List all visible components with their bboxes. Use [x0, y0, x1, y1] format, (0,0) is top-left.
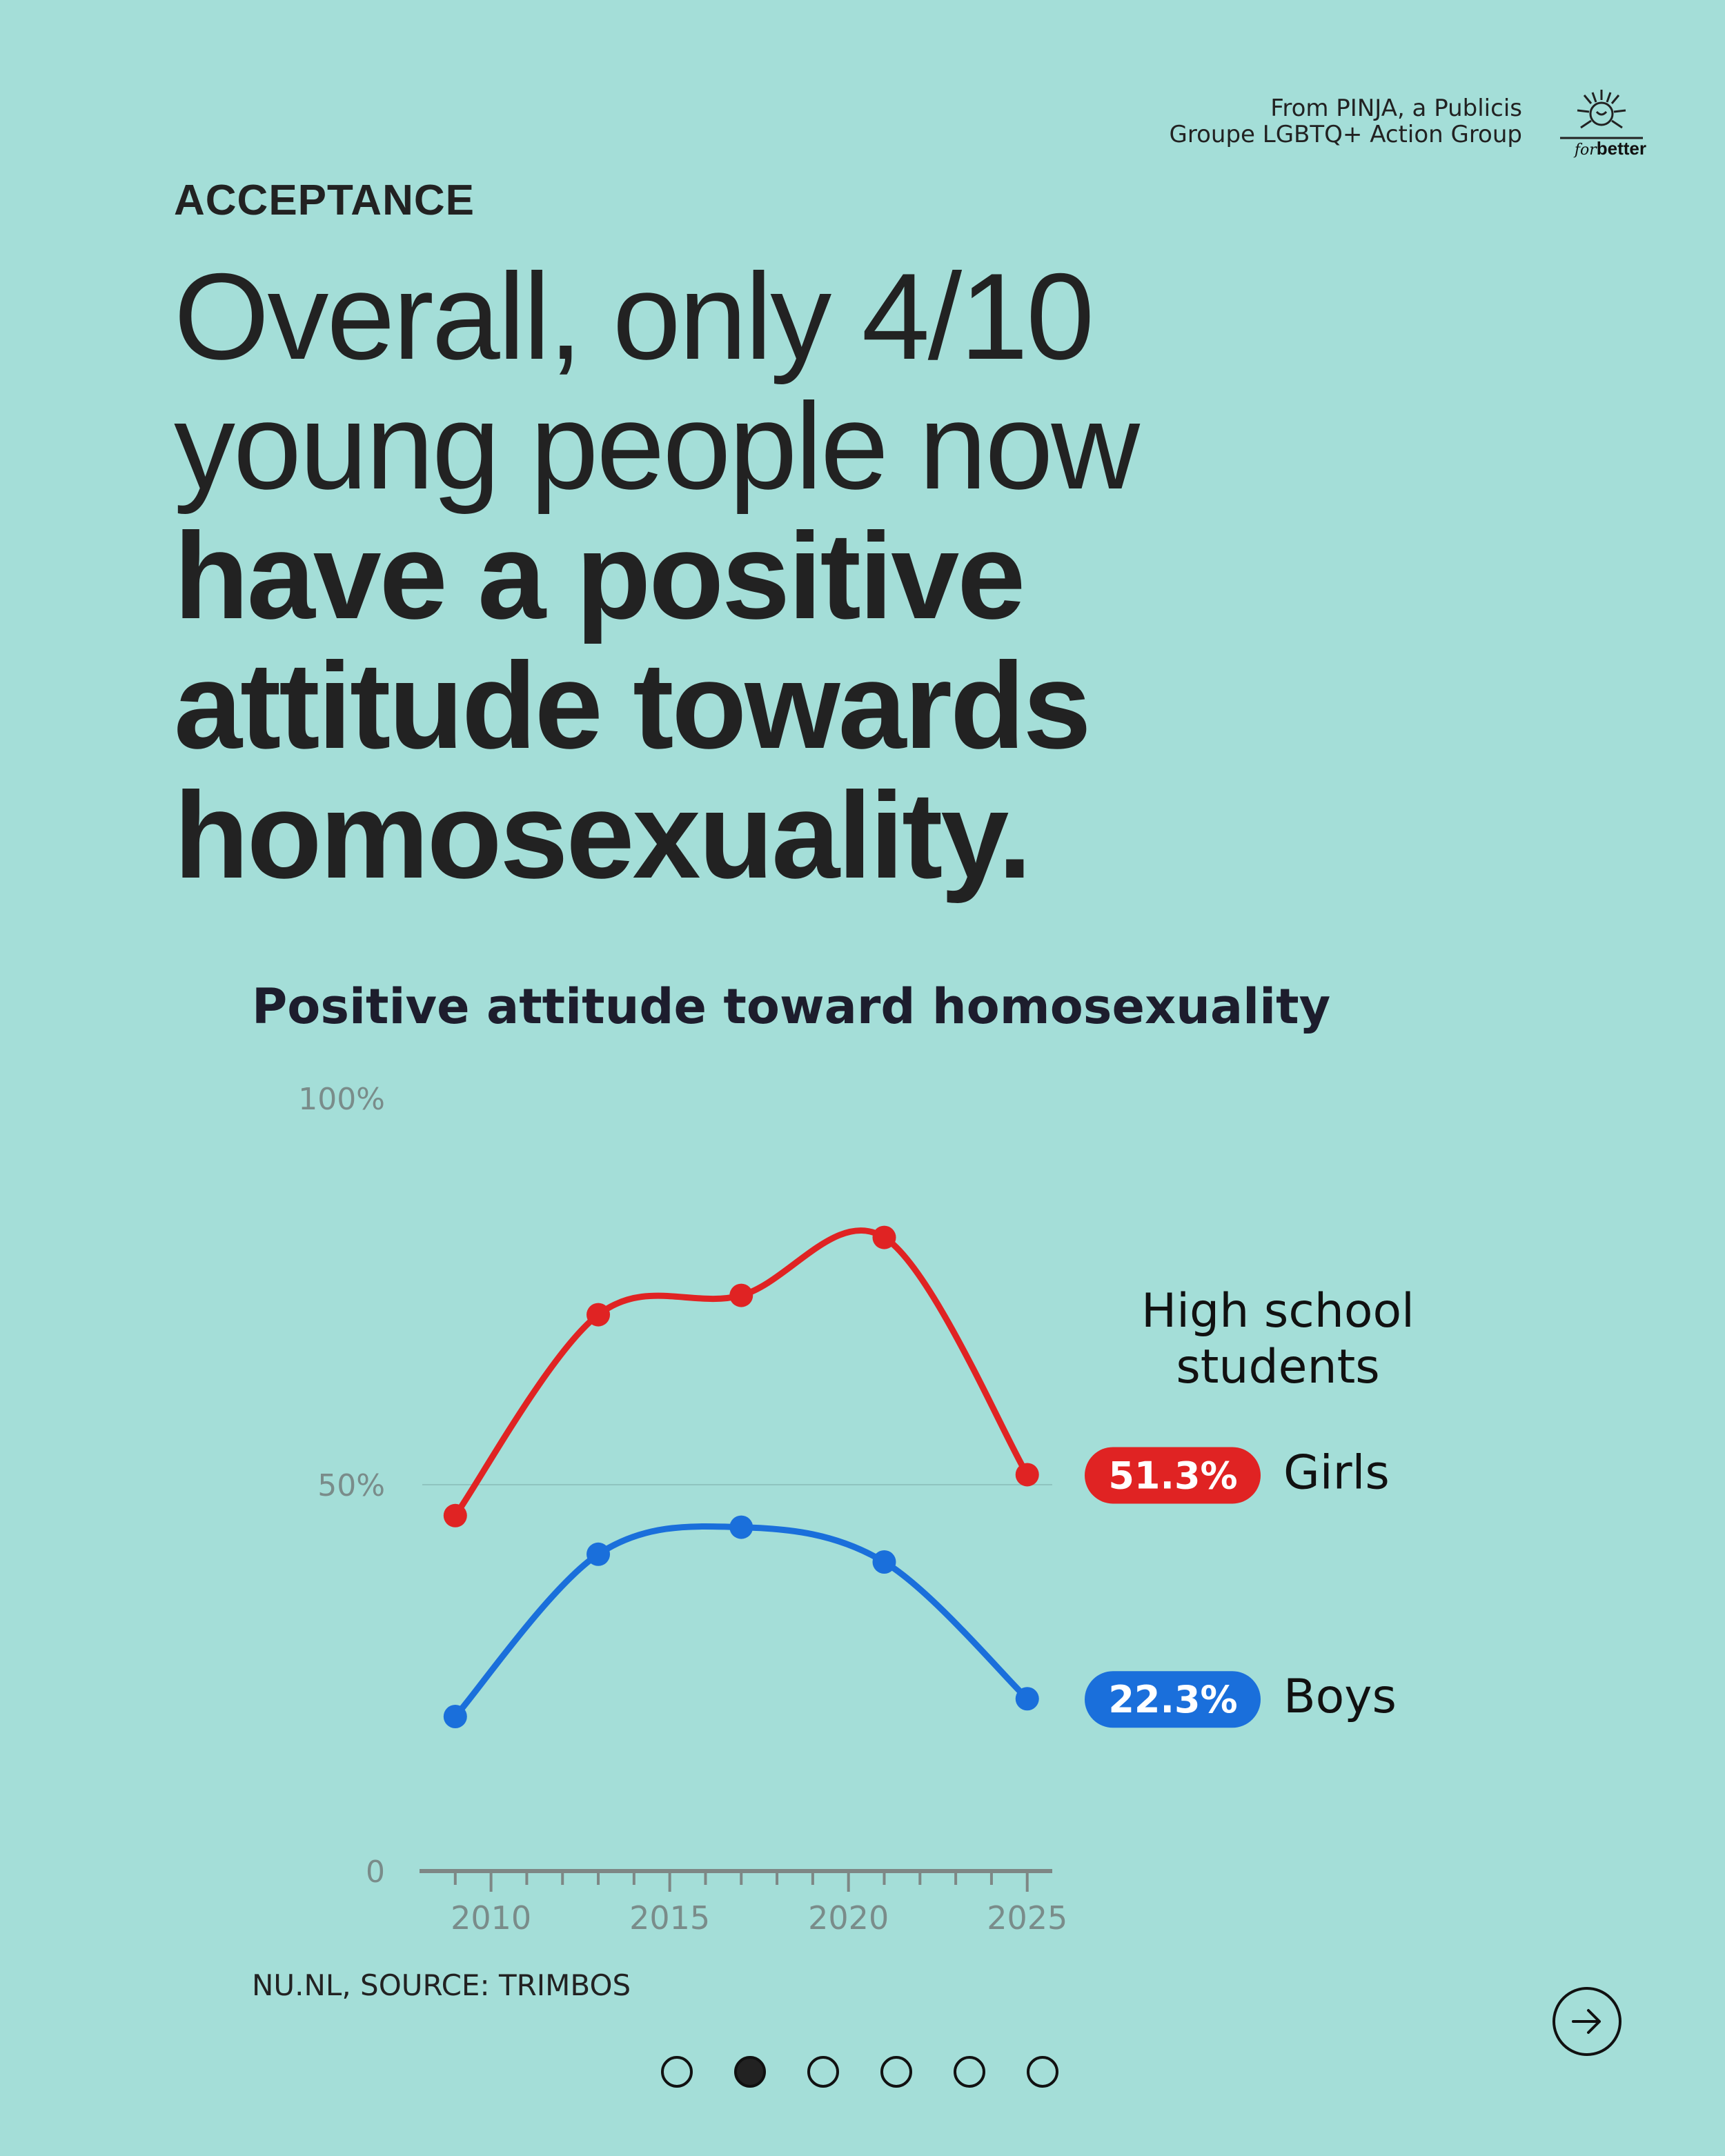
series-name-girls: Girls — [1283, 1445, 1390, 1500]
y-tick-label: 0 — [366, 1855, 385, 1890]
logo-better: better — [1596, 138, 1646, 159]
data-point-boys — [1015, 1687, 1039, 1711]
series-name-boys: Boys — [1283, 1670, 1397, 1724]
data-point-boys — [872, 1550, 896, 1574]
next-slide-button[interactable] — [1552, 1987, 1621, 2056]
data-point-girls — [729, 1283, 753, 1307]
data-point-girls — [443, 1503, 467, 1527]
data-point-girls — [1015, 1463, 1039, 1487]
chart-title: Positive attitude toward homosexuality — [252, 978, 1331, 1035]
section-eyebrow: ACCEPTANCE — [174, 177, 475, 224]
series-line-girls — [452, 1227, 1031, 1519]
y-tick-label: 50% — [317, 1468, 385, 1503]
value-pill-girls — [1085, 1447, 1261, 1504]
lion-logo-icon — [1560, 90, 1643, 139]
value-label-girls: 51.3% — [1108, 1454, 1237, 1497]
x-tick-label: 2010 — [451, 1899, 531, 1937]
pagination-dot[interactable] — [661, 2056, 693, 2088]
attribution-line-2: Groupe LGBTQ+ Action Group — [1169, 121, 1522, 148]
headline-line-3: have a positive — [174, 507, 1025, 644]
value-label-boys: 22.3% — [1108, 1678, 1237, 1721]
headline-line-5: homosexuality. — [174, 767, 1032, 904]
chart-source: NU.NL, SOURCE: TRIMBOS — [252, 1968, 631, 2002]
attribution-line-1: From PINJA, a Publicis — [1270, 95, 1522, 122]
pagination-dot[interactable] — [807, 2056, 839, 2088]
arrow-right-icon — [1572, 2009, 1601, 2034]
headline-line-4: attitude towards — [174, 637, 1092, 774]
value-pill-boys — [1085, 1671, 1261, 1728]
data-point-boys — [586, 1542, 611, 1566]
x-tick-label: 2025 — [987, 1899, 1067, 1937]
x-tick-label: 2015 — [629, 1899, 710, 1937]
headline: Overall, only 4/10 young people now have… — [174, 252, 1554, 900]
logo-for: for — [1574, 141, 1597, 159]
data-point-girls — [872, 1225, 896, 1249]
group-label-line-2: students — [1176, 1340, 1379, 1394]
pagination-dot[interactable] — [880, 2056, 912, 2088]
y-tick-label: 100% — [298, 1082, 385, 1117]
attribution: From PINJA, a Publicis Groupe LGBTQ+ Act… — [1170, 95, 1522, 148]
pagination-dot[interactable] — [734, 2056, 766, 2088]
headline-line-1: Overall, only 4/10 — [174, 248, 1094, 385]
data-point-girls — [586, 1303, 611, 1327]
group-label-line-1: High school — [1141, 1284, 1414, 1338]
headline-line-2: young people now — [174, 377, 1140, 515]
pagination-dot[interactable] — [1027, 2056, 1058, 2088]
data-point-boys — [729, 1515, 753, 1539]
series-line-boys — [452, 1523, 1031, 1720]
x-tick-label: 2020 — [808, 1899, 889, 1937]
data-point-boys — [443, 1705, 467, 1728]
logo-wordmark: forbetter — [1557, 138, 1646, 159]
pagination-dot[interactable] — [954, 2056, 985, 2088]
